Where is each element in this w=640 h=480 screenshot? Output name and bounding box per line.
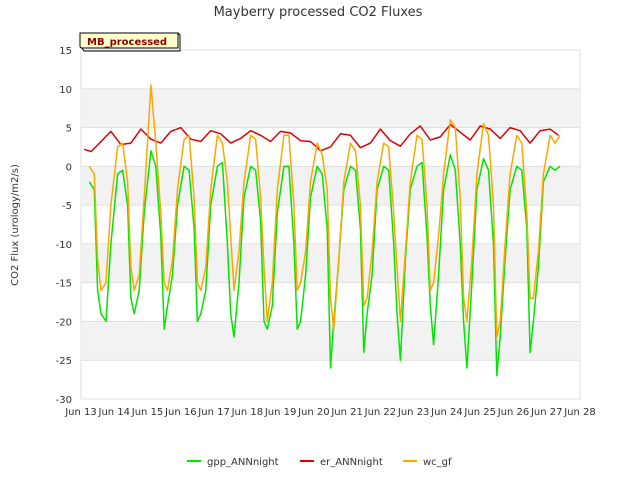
x-axis-ticks: Jun 13 Jun 14 Jun 15 Jun 16 Jun 17 Jun 18 Jun …: [64, 407, 596, 418]
y-tick-label: 15: [59, 46, 72, 57]
mb-processed-tag: MB_processed: [79, 32, 181, 52]
x-tick-label: Jun 27: [530, 407, 563, 418]
x-tick-label: Jun 17: [197, 407, 230, 418]
plot-background: [80, 49, 581, 400]
tag-box: [79, 32, 179, 49]
x-tick-label: Jun 19: [264, 407, 297, 418]
y-tick-label: -10: [56, 240, 72, 251]
tag-shadow: [81, 32, 181, 52]
x-tick-label: Jun 13: [64, 407, 97, 418]
chart-title: Mayberry processed CO2 Fluxes: [214, 5, 423, 20]
series-line-gpp_ANNnight: [88, 150, 561, 377]
x-tick-label: Jun 20: [297, 407, 330, 418]
x-tick-label: Jun 24: [430, 407, 463, 418]
series-line-wc_gf: [88, 84, 561, 338]
y-tick-label: -5: [62, 201, 72, 212]
x-tick-label: Jun 28: [563, 407, 596, 418]
legend-label: wc_gf: [423, 457, 452, 468]
x-tick-label: Jun 21: [330, 407, 363, 418]
y-tick-label: -25: [56, 356, 72, 367]
grid-band: [81, 88, 580, 128]
x-tick-label: Jun 26: [497, 407, 530, 418]
x-tick-label: Jun 22: [364, 407, 397, 418]
y-axis-ticks: -30 -25 -20 -15 -10 -5 0 5 10 15: [56, 46, 72, 406]
x-tick-label: Jun 23: [397, 407, 430, 418]
tag-label: MB_processed: [87, 37, 167, 48]
grid-band: [81, 166, 580, 206]
y-tick-label: 0: [66, 162, 72, 173]
x-tick-label: Jun 15: [131, 407, 164, 418]
x-tick-label: Jun 25: [463, 407, 496, 418]
legend-label: er_ANNnight: [320, 457, 383, 468]
legend: gpp_ANNnight er_ANNnight wc_gf: [187, 457, 452, 468]
y-tick-label: -20: [56, 317, 72, 328]
y-tick-label: 10: [59, 85, 72, 96]
legend-label: gpp_ANNnight: [207, 457, 279, 468]
y-axis-label: CO2 Flux (urology/m2/s): [10, 164, 21, 286]
series-lines: [84, 84, 561, 377]
y-tick-label: -30: [56, 395, 72, 406]
x-tick-label: Jun 14: [98, 407, 131, 418]
y-tick-label: -15: [56, 279, 72, 290]
x-tick-label: Jun 18: [231, 407, 264, 418]
y-tick-label: 5: [66, 124, 72, 135]
x-tick-label: Jun 16: [164, 407, 197, 418]
